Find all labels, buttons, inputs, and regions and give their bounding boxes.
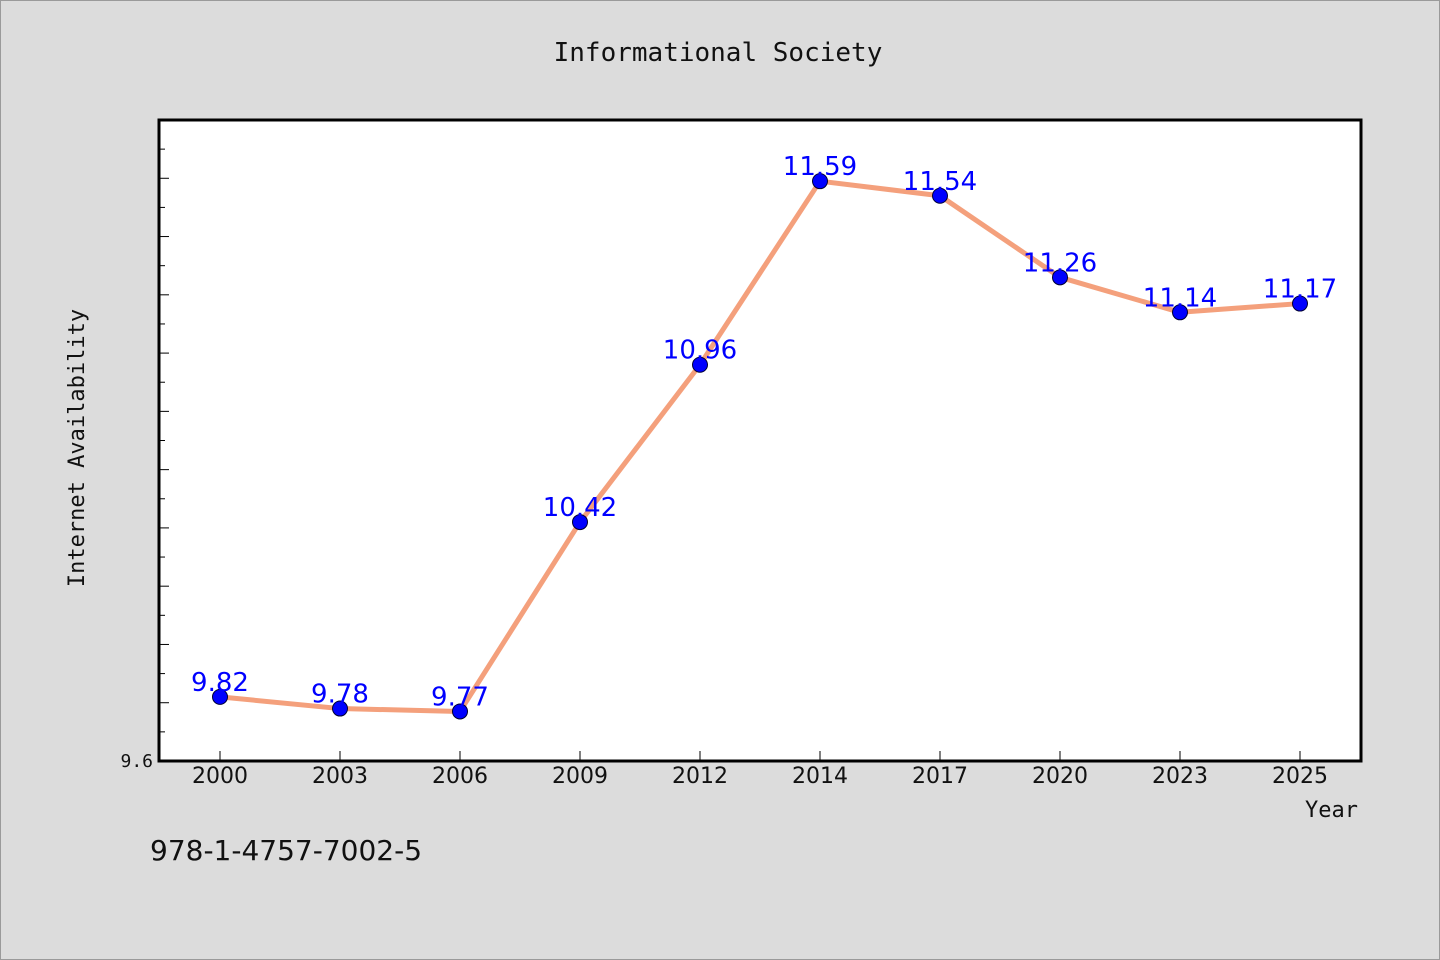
- data-point: [692, 356, 708, 373]
- y-axis-tick-labels: 9.6: [120, 751, 153, 772]
- data-label: 11.17: [1263, 275, 1337, 305]
- data-label: 9.78: [311, 680, 369, 710]
- x-tick-label: 2020: [1032, 764, 1088, 789]
- data-label: 11.26: [1023, 248, 1097, 278]
- x-axis-tick-labels: 2000 2003 2006 2009 2012 2014 2017 2020 2023 2025: [192, 764, 1328, 789]
- data-label: 11.59: [783, 152, 857, 182]
- x-tick-label: 2009: [552, 764, 608, 789]
- x-tick-label: 2000: [192, 764, 248, 789]
- x-tick-label: 2017: [912, 764, 968, 789]
- data-point: [572, 514, 588, 531]
- x-axis-ticks: [219, 751, 1301, 761]
- data-point: [212, 688, 228, 705]
- data-labels: 9.82 9.78 9.77 10.42 10.96 11.59 11.54 11.26 11.…: [191, 152, 1337, 712]
- data-point: [1172, 304, 1188, 321]
- data-label: 9.82: [191, 668, 249, 698]
- x-tick-label: 2012: [672, 764, 728, 789]
- data-point: [932, 187, 948, 204]
- data-label: 10.96: [663, 336, 737, 366]
- data-label: 11.54: [903, 167, 977, 197]
- data-point: [1052, 269, 1068, 286]
- x-tick-label: 2003: [312, 764, 368, 789]
- chart-title: Informational Society: [554, 38, 883, 68]
- data-point: [1292, 295, 1308, 312]
- x-tick-label: 2023: [1152, 764, 1208, 789]
- plot-area: [157, 118, 1363, 763]
- series-line: [219, 178, 1301, 714]
- y-tick-label: 9.6: [120, 751, 153, 772]
- data-label: 11.14: [1143, 283, 1217, 313]
- isbn-text: 978-1-4757-7002-5: [150, 834, 423, 867]
- y-axis-ticks: [159, 148, 169, 733]
- data-label: 9.77: [431, 682, 489, 712]
- data-label: 10.42: [543, 493, 617, 523]
- data-point: [812, 173, 828, 190]
- x-axis-label: Year: [1305, 798, 1358, 823]
- x-tick-label: 2014: [792, 764, 848, 789]
- series-markers: [212, 173, 1308, 720]
- x-tick-label: 2025: [1272, 764, 1328, 789]
- data-point: [332, 700, 348, 717]
- x-tick-label: 2006: [432, 764, 488, 789]
- y-axis-label: Internet Availability: [65, 309, 90, 587]
- data-point: [452, 703, 468, 720]
